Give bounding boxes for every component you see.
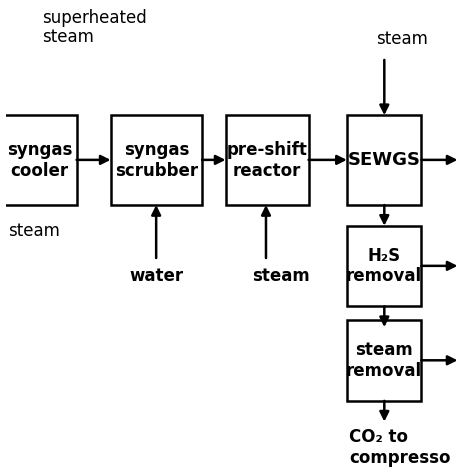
- Text: steam: steam: [9, 222, 60, 240]
- FancyBboxPatch shape: [347, 115, 421, 205]
- Text: syngas
cooler: syngas cooler: [7, 141, 72, 180]
- FancyBboxPatch shape: [347, 320, 421, 401]
- Text: CO₂ to
compresso: CO₂ to compresso: [349, 428, 450, 467]
- FancyBboxPatch shape: [2, 115, 77, 205]
- FancyBboxPatch shape: [347, 226, 421, 306]
- Text: superheated: superheated: [43, 9, 147, 27]
- Text: syngas
scrubber: syngas scrubber: [115, 141, 198, 180]
- Text: steam: steam: [43, 27, 94, 46]
- Text: water: water: [129, 267, 183, 285]
- Text: steam: steam: [252, 267, 310, 285]
- Text: steam
removal: steam removal: [346, 341, 422, 380]
- FancyBboxPatch shape: [110, 115, 202, 205]
- Text: H₂S
removal: H₂S removal: [346, 246, 422, 285]
- Text: SEWGS: SEWGS: [347, 151, 420, 169]
- FancyBboxPatch shape: [226, 115, 309, 205]
- Text: steam: steam: [376, 30, 428, 48]
- Text: pre-shift
reactor: pre-shift reactor: [227, 141, 308, 180]
